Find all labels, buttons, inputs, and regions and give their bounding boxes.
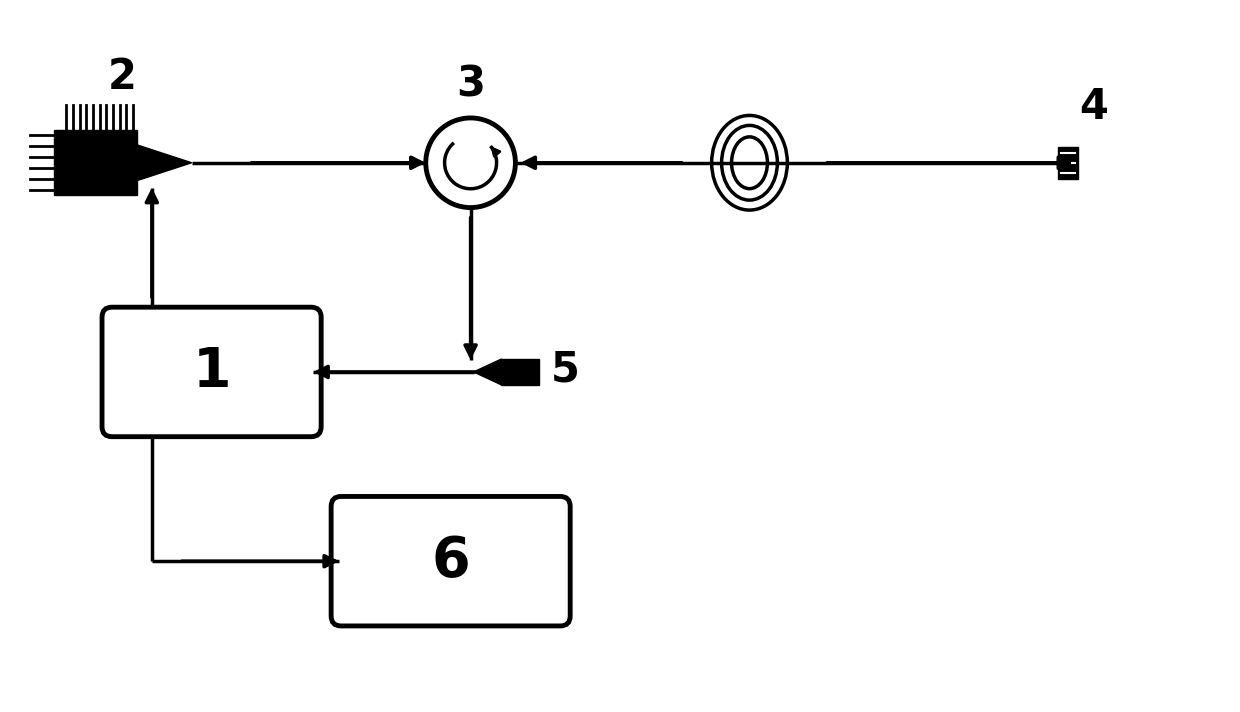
Bar [62, 130, 136, 195]
Bar [501, 359, 539, 385]
Text: 2: 2 [108, 56, 136, 98]
FancyBboxPatch shape [331, 496, 570, 626]
Bar [1058, 147, 1079, 179]
Text: 4: 4 [1079, 86, 1107, 128]
Text: 3: 3 [456, 64, 485, 106]
Polygon shape [136, 145, 192, 181]
Polygon shape [474, 359, 501, 385]
Text: 1: 1 [192, 345, 231, 399]
Text: 5: 5 [552, 349, 580, 391]
FancyBboxPatch shape [102, 307, 321, 436]
Text: 6: 6 [432, 534, 470, 588]
Bar [55, 130, 62, 195]
